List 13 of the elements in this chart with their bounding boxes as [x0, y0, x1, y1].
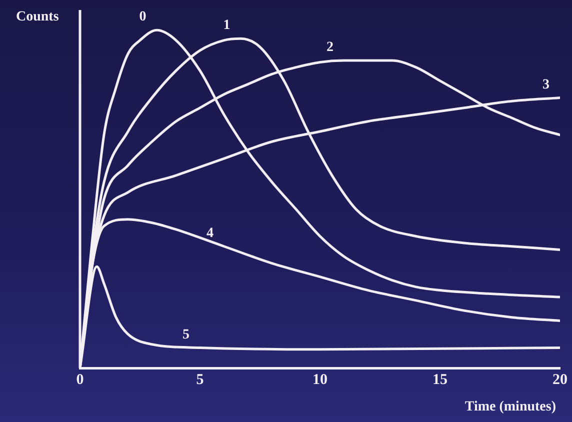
series-label: 5	[182, 327, 190, 342]
x-tick-label: 5	[196, 372, 204, 388]
x-tick-label: 20	[552, 372, 568, 388]
series-label: 1	[223, 18, 230, 34]
series-label: 2	[326, 40, 334, 56]
x-tick-label: 15	[432, 372, 448, 388]
x-tick-label: 10	[312, 372, 328, 388]
x-tick-label: 0	[76, 372, 84, 388]
y-axis-title: Counts	[16, 10, 60, 25]
series-label: 3	[542, 77, 550, 92]
series-label: 4	[206, 226, 214, 241]
x-axis-title: Time (minutes)	[464, 400, 556, 415]
series-label: 0	[139, 10, 146, 25]
